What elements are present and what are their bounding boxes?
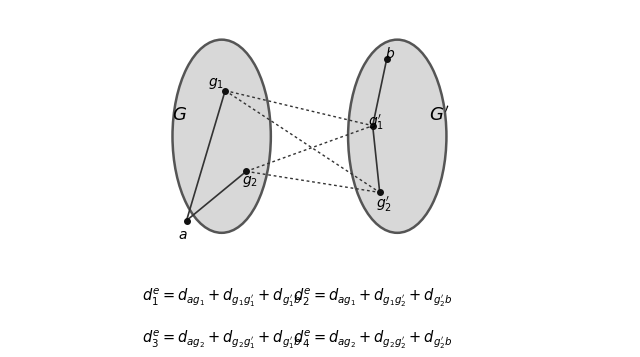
Text: $a$: $a$ — [177, 227, 187, 242]
Text: $d_2^e = d_{ag_1} + d_{g_1 g_2'} + d_{g_2' b}$: $d_2^e = d_{ag_1} + d_{g_1 g_2'} + d_{g_… — [293, 287, 452, 309]
Text: $g_1$: $g_1$ — [209, 76, 225, 91]
Text: $b$: $b$ — [385, 46, 396, 61]
Text: $g_2'$: $g_2'$ — [376, 195, 392, 214]
Text: $g_1'$: $g_1'$ — [368, 112, 384, 132]
Text: $d_4^e = d_{ag_2} + d_{g_2 g_2'} + d_{g_2' b}$: $d_4^e = d_{ag_2} + d_{g_2 g_2'} + d_{g_… — [293, 329, 452, 351]
Ellipse shape — [348, 40, 447, 233]
Text: $g_2$: $g_2$ — [242, 175, 258, 190]
Text: $d_3^e = d_{ag_2} + d_{g_2 g_1'} + d_{g_1' b}$: $d_3^e = d_{ag_2} + d_{g_2 g_1'} + d_{g_… — [142, 329, 301, 351]
Ellipse shape — [173, 40, 271, 233]
Text: $G$: $G$ — [172, 106, 187, 124]
Text: $d_1^e = d_{ag_1} + d_{g_1 g_1'} + d_{g_1' b}$: $d_1^e = d_{ag_1} + d_{g_1 g_1'} + d_{g_… — [142, 287, 301, 309]
Text: $G'$: $G'$ — [429, 106, 450, 125]
